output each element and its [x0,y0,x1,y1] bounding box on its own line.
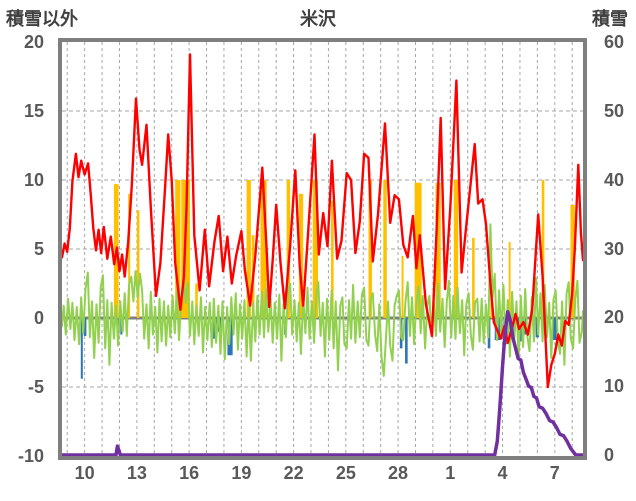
orange-bars-bar [383,180,387,318]
x-axis-tick-4: 4 [497,463,508,483]
orange-bars-bar [128,193,131,318]
left-axis-title: 積雪以外 [6,9,78,29]
right-axis-tick-40: 40 [604,169,625,190]
right-axis-tick-30: 30 [604,238,625,259]
orange-bars-bar [331,200,334,318]
x-axis-tick-19: 19 [231,463,252,483]
x-axis-tick-16: 16 [179,463,200,483]
x-axis-tick-22: 22 [283,463,304,483]
right-axis-tick-0: 0 [604,445,615,465]
x-axis-tick-1: 1 [445,463,456,483]
right-axis-tick-60: 60 [604,32,625,52]
left-axis-tick-20: 20 [23,32,44,52]
blue-bars-bar [553,318,557,341]
right-axis-title: 積雪 [592,9,628,29]
left-axis-tick-10: 10 [23,170,44,190]
orange-bars-bar [195,283,198,318]
purple-line [60,310,585,457]
left-axis-tick--10: -10 [17,446,44,466]
orange-bars-bar [435,182,441,318]
orange-bars-bar [136,210,140,318]
orange-bars-bar [570,204,575,318]
orange-bars-bar [312,180,318,318]
left-axis-tick--5: -5 [27,377,44,397]
green-line [61,223,584,377]
x-axis-tick-10: 10 [74,463,95,483]
left-axis-tick-15: 15 [23,101,44,121]
blue-bars-bar [83,318,87,336]
orange-bars-bar [286,180,291,318]
chart-title: 米沢 [300,9,336,29]
left-axis-tick-0: 0 [33,308,44,328]
orange-bars-bar [246,180,251,318]
orange-bars-bar [368,180,372,318]
red-line [60,53,585,389]
right-axis-tick-50: 50 [604,100,625,121]
x-axis-tick-25: 25 [335,463,356,483]
x-axis-tick-7: 7 [549,463,560,483]
orange-bars-bar [472,237,475,318]
orange-bars-bar [260,180,267,318]
blue-bars-bar [80,318,83,379]
plot-border [58,38,587,460]
orange-bars-bar [401,255,404,318]
orange-bars-bar [508,242,511,318]
blue-bars-bar [405,318,408,364]
right-axis-tick-20: 20 [604,307,625,328]
x-axis-tick-28: 28 [388,463,409,483]
x-axis-tick-13: 13 [126,463,147,483]
orange-bars-bar [453,180,459,318]
orange-bars-bar [541,180,545,318]
orange-bars-bar [175,180,181,318]
orange-bars-bar [298,193,304,318]
right-axis-tick-10: 10 [604,376,625,397]
left-axis-tick-5: 5 [33,239,44,259]
